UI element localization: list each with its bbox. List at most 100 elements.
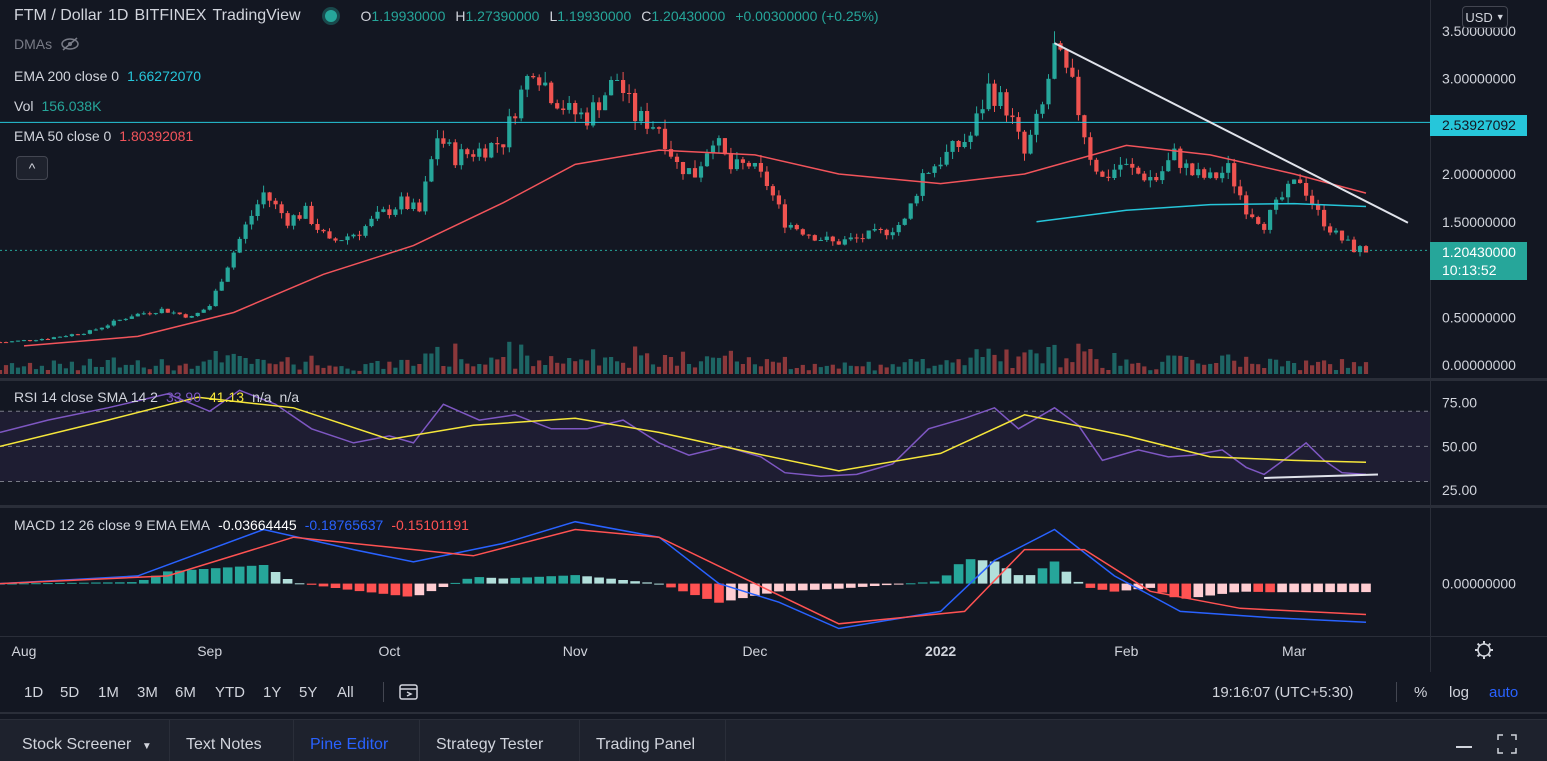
candle-body[interactable] bbox=[926, 172, 931, 174]
pane-separator[interactable] bbox=[0, 505, 1547, 508]
candle-body[interactable] bbox=[141, 313, 146, 315]
candle-body[interactable] bbox=[57, 336, 62, 338]
candle-body[interactable] bbox=[956, 141, 961, 147]
pane-separator[interactable] bbox=[0, 378, 1547, 381]
candle-body[interactable] bbox=[998, 92, 1003, 106]
candle-body[interactable] bbox=[656, 127, 662, 129]
candle-body[interactable] bbox=[1118, 164, 1123, 170]
interval-label[interactable]: 1D bbox=[108, 7, 129, 24]
candle-body[interactable] bbox=[1130, 163, 1135, 168]
candle-body[interactable] bbox=[1214, 172, 1219, 179]
candle-body[interactable] bbox=[201, 309, 206, 313]
range-3m[interactable]: 3M bbox=[137, 684, 158, 701]
candle-body[interactable] bbox=[99, 327, 104, 330]
candle-body[interactable] bbox=[405, 196, 410, 210]
eye-off-icon[interactable] bbox=[60, 37, 80, 51]
candle-body[interactable] bbox=[1046, 78, 1051, 105]
candle-body[interactable] bbox=[1339, 230, 1345, 241]
candle-body[interactable] bbox=[1082, 115, 1087, 138]
clock-time[interactable]: 19:16:07 (UTC+5:30) bbox=[1212, 684, 1354, 701]
candle-body[interactable] bbox=[1286, 183, 1291, 198]
candle-body[interactable] bbox=[1124, 163, 1129, 165]
candle-body[interactable] bbox=[375, 211, 380, 219]
candle-body[interactable] bbox=[1310, 195, 1315, 205]
candle-body[interactable] bbox=[710, 145, 716, 154]
candle-body[interactable] bbox=[884, 229, 889, 236]
rsi-divergence-line[interactable] bbox=[1264, 473, 1379, 479]
candle-body[interactable] bbox=[591, 102, 596, 126]
candle-body[interactable] bbox=[267, 192, 272, 201]
candle-body[interactable] bbox=[387, 209, 392, 215]
rsi-line[interactable] bbox=[0, 389, 1367, 477]
candle-body[interactable] bbox=[435, 138, 440, 160]
range-1m[interactable]: 1M bbox=[98, 684, 119, 701]
candle-body[interactable] bbox=[237, 238, 242, 253]
candle-body[interactable] bbox=[1250, 214, 1255, 218]
candle-body[interactable] bbox=[213, 290, 218, 307]
candle-body[interactable] bbox=[1268, 209, 1273, 230]
tab-pine-editor[interactable]: Pine Editor bbox=[294, 720, 420, 761]
candle-body[interactable] bbox=[171, 312, 176, 314]
candle-body[interactable] bbox=[1256, 217, 1261, 224]
candle-body[interactable] bbox=[740, 159, 745, 163]
candle-body[interactable] bbox=[231, 252, 236, 268]
settings-gear-icon[interactable] bbox=[1475, 641, 1493, 659]
candle-body[interactable] bbox=[848, 237, 853, 240]
candle-body[interactable] bbox=[123, 318, 128, 320]
candle-body[interactable] bbox=[1316, 204, 1321, 210]
candle-body[interactable] bbox=[549, 82, 554, 104]
candle-body[interactable] bbox=[692, 168, 698, 178]
candle-body[interactable] bbox=[920, 173, 925, 196]
candle-body[interactable] bbox=[1178, 148, 1183, 168]
candle-body[interactable] bbox=[1232, 163, 1237, 187]
candle-body[interactable] bbox=[165, 308, 170, 313]
candle-body[interactable] bbox=[81, 333, 86, 335]
candle-body[interactable] bbox=[507, 116, 512, 148]
candle-body[interactable] bbox=[465, 149, 470, 155]
tab-stock-screener[interactable]: Stock Screener ▼ bbox=[6, 720, 170, 761]
candle-body[interactable] bbox=[489, 143, 494, 158]
candle-body[interactable] bbox=[111, 320, 116, 326]
candle-body[interactable] bbox=[93, 329, 98, 331]
candle-body[interactable] bbox=[573, 103, 578, 115]
dmas-legend[interactable]: DMAs bbox=[14, 36, 80, 52]
candle-body[interactable] bbox=[896, 225, 901, 233]
auto-toggle[interactable]: auto bbox=[1489, 684, 1519, 701]
candle-body[interactable] bbox=[878, 229, 883, 230]
candle-body[interactable] bbox=[812, 235, 817, 241]
candle-body[interactable] bbox=[962, 142, 967, 147]
candle-body[interactable] bbox=[9, 341, 15, 343]
candle-body[interactable] bbox=[914, 195, 919, 204]
candle-body[interactable] bbox=[1106, 176, 1111, 178]
candle-body[interactable] bbox=[698, 166, 704, 178]
candle-body[interactable] bbox=[303, 205, 308, 219]
candle-body[interactable] bbox=[609, 80, 614, 96]
candle-body[interactable] bbox=[399, 196, 404, 210]
candle-body[interactable] bbox=[1196, 169, 1201, 176]
range-all[interactable]: All bbox=[337, 684, 354, 701]
candle-body[interactable] bbox=[1070, 67, 1075, 77]
candle-body[interactable] bbox=[339, 240, 344, 242]
candle-body[interactable] bbox=[1202, 169, 1207, 178]
candle-body[interactable] bbox=[1220, 172, 1225, 179]
candle-body[interactable] bbox=[645, 111, 650, 129]
candle-body[interactable] bbox=[579, 112, 584, 115]
range-1d[interactable]: 1D bbox=[24, 684, 44, 701]
candle-body[interactable] bbox=[1292, 179, 1297, 184]
candle-body[interactable] bbox=[153, 313, 158, 315]
candle-body[interactable] bbox=[770, 186, 775, 196]
candle-body[interactable] bbox=[836, 241, 841, 245]
candle-body[interactable] bbox=[1112, 169, 1117, 178]
candle-body[interactable] bbox=[728, 154, 733, 170]
candle-body[interactable] bbox=[1351, 239, 1357, 253]
candle-body[interactable] bbox=[734, 159, 739, 170]
candle-body[interactable] bbox=[501, 144, 506, 148]
candle-body[interactable] bbox=[1363, 246, 1369, 253]
candle-body[interactable] bbox=[225, 267, 230, 282]
range-ytd[interactable]: YTD bbox=[215, 684, 245, 701]
candle-body[interactable] bbox=[309, 205, 314, 224]
candle-body[interactable] bbox=[662, 128, 668, 150]
candle-body[interactable] bbox=[854, 237, 859, 239]
candle-body[interactable] bbox=[45, 339, 50, 340]
candle-body[interactable] bbox=[986, 83, 991, 110]
